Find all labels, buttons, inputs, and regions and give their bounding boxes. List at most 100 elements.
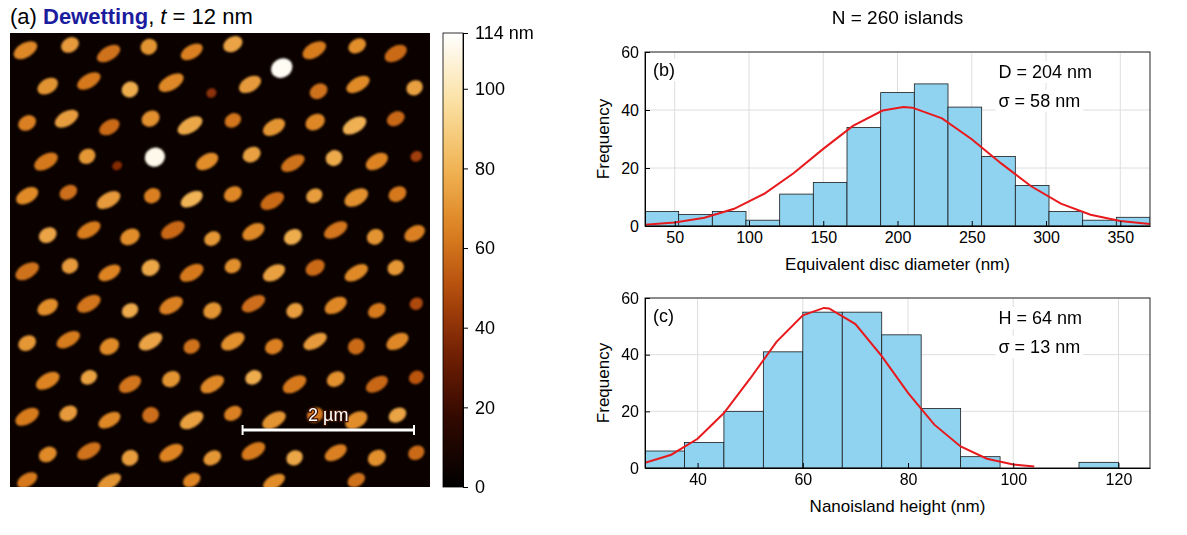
island [178, 187, 206, 211]
plot-frame [645, 52, 1150, 226]
island [405, 443, 427, 463]
bar [842, 312, 881, 468]
island [386, 404, 409, 425]
island [340, 113, 370, 138]
title-part: (a) [10, 4, 43, 29]
island [59, 255, 81, 276]
bar [881, 93, 915, 226]
axis-line [645, 53, 646, 227]
island [221, 183, 245, 205]
island [156, 70, 187, 96]
island [36, 224, 60, 246]
axis: 0204060 [621, 290, 650, 477]
grid [645, 298, 1150, 468]
island [141, 185, 163, 206]
grid-line [748, 52, 749, 226]
annotation-background [996, 90, 1084, 112]
bar [982, 156, 1016, 226]
tick-mark [645, 468, 650, 469]
island [15, 332, 39, 354]
tick: 50 [666, 221, 684, 246]
figure: (a) Dewetting, t = 12 nm2 µm020406080100… [0, 0, 1187, 535]
scale-bar-label: 2 µm [308, 405, 348, 425]
island [365, 446, 389, 469]
tick-label: 40 [621, 102, 639, 119]
tick: 80 [900, 463, 918, 488]
axis: 020406080100114 nm [463, 23, 534, 497]
panel-label-text: (b) [653, 60, 675, 80]
tick-mark [823, 221, 824, 226]
annotation-background [996, 307, 1086, 329]
island [96, 116, 122, 139]
annotation-background [650, 59, 678, 81]
island [409, 149, 425, 164]
island [136, 329, 166, 354]
island [300, 37, 330, 62]
tick: 100 [736, 221, 763, 246]
island [11, 37, 41, 62]
island [139, 256, 163, 279]
island [382, 41, 410, 66]
island [33, 368, 63, 393]
x-axis-title: Equivalent disc diameter (nm) [785, 255, 1010, 274]
title-part: , [148, 4, 160, 29]
island [74, 69, 103, 94]
tick: 60 [463, 238, 495, 258]
bar [1079, 462, 1118, 468]
island [156, 440, 186, 465]
island [239, 438, 269, 463]
island [116, 372, 144, 397]
title-part: = 12 nm [166, 4, 252, 29]
substrate [10, 33, 430, 487]
plot-area [645, 84, 1150, 226]
island [54, 327, 83, 352]
island [239, 291, 268, 316]
island [302, 110, 328, 134]
tick-mark [1118, 463, 1119, 468]
annotation: σ = 13 nm [996, 336, 1084, 358]
island [74, 291, 104, 316]
tick-label: 40 [475, 318, 495, 338]
annotation-background [650, 305, 677, 327]
tick: 114 nm [463, 23, 534, 43]
island [322, 441, 350, 465]
tick-label: 114 nm [475, 23, 534, 43]
tick: 350 [1107, 221, 1134, 246]
island [201, 228, 223, 248]
tick: 60 [621, 290, 650, 307]
tick-mark [463, 33, 468, 34]
tick-label: 200 [885, 229, 912, 246]
annotation: H = 64 nm [996, 307, 1086, 329]
bar [746, 220, 780, 226]
island [117, 225, 143, 249]
island [303, 256, 328, 279]
tick: 60 [794, 463, 812, 488]
grid-line [1120, 52, 1121, 226]
island [284, 447, 306, 468]
tick-mark [463, 89, 468, 90]
island [178, 40, 206, 64]
axis-line [646, 226, 1151, 227]
tick-mark [749, 221, 750, 226]
tick-mark [898, 221, 899, 226]
tick-mark [1120, 221, 1121, 226]
island [262, 335, 286, 357]
tick: 100 [463, 79, 505, 99]
axis-line [464, 34, 469, 488]
island [12, 404, 42, 429]
annotation-background [996, 61, 1096, 83]
tick-mark [463, 328, 468, 329]
island [240, 144, 264, 166]
annotation: σ = 58 nm [996, 90, 1084, 112]
island [364, 226, 387, 248]
afm-image [10, 33, 430, 487]
island [36, 443, 60, 465]
axis-line [645, 299, 646, 469]
tick-label: 20 [621, 403, 639, 420]
island [341, 184, 371, 210]
tick: 0 [630, 218, 650, 235]
island [177, 407, 207, 432]
tick-label: 120 [1106, 471, 1133, 488]
plot-area [645, 308, 1118, 468]
island [97, 335, 123, 359]
